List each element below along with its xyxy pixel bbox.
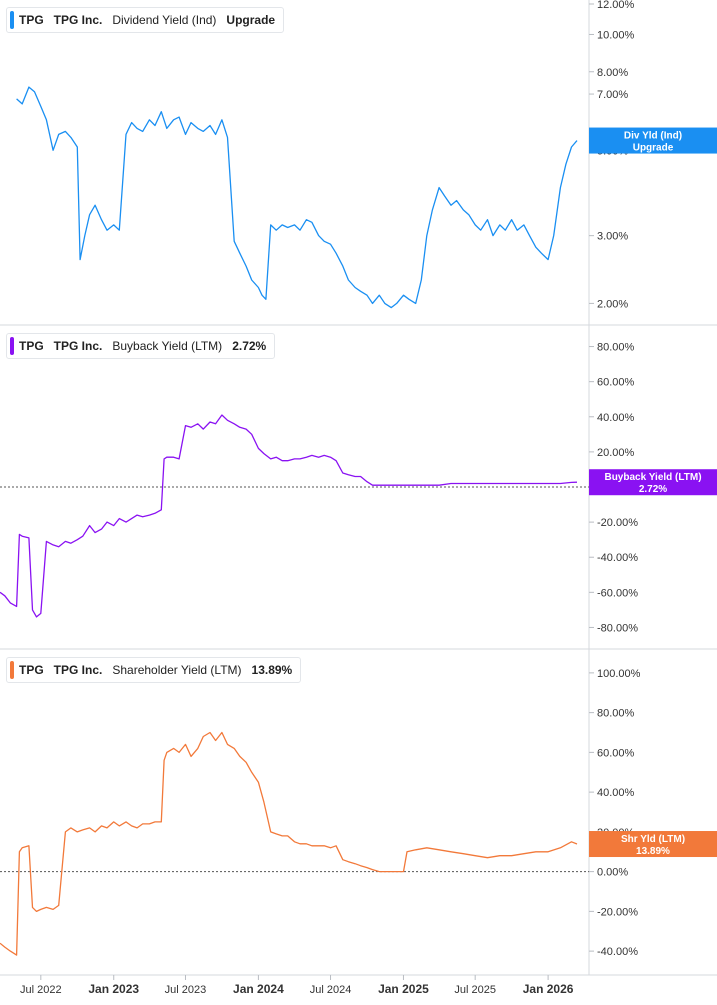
y-tick-label: 40.00% (597, 787, 635, 799)
y-tick-label: 40.00% (597, 412, 635, 424)
last-value-tag (589, 127, 717, 154)
legend-shareholder[interactable]: TPG TPG Inc. Shareholder Yield (LTM) 13.… (6, 657, 302, 683)
last-value-tag-label: Shr Yld (LTM) (621, 834, 685, 845)
y-tick-label: -20.00% (597, 517, 638, 529)
legend-company: TPG Inc. (53, 663, 103, 677)
legend-buyback[interactable]: TPG TPG Inc. Buyback Yield (LTM) 2.72% (6, 333, 276, 359)
y-tick-label: -60.00% (597, 587, 638, 599)
last-value-tag-value: 13.89% (636, 846, 670, 857)
legend-ticker: TPG (19, 663, 44, 677)
y-tick-label: 60.00% (597, 747, 635, 759)
last-value-tag-value: Upgrade (633, 143, 674, 154)
y-tick-label: 10.00% (597, 29, 635, 41)
legend-value: 13.89% (251, 663, 293, 677)
x-tick-label: Jan 2025 (378, 982, 429, 996)
series-line (16, 86, 578, 309)
last-value-tag (589, 469, 717, 496)
last-value-tag-label: Div Yld (Ind) (624, 131, 682, 142)
x-tick-label: Jan 2023 (88, 982, 139, 996)
legend-dividend-swatch (10, 11, 14, 29)
legend-value[interactable]: Upgrade (226, 13, 276, 27)
y-tick-label: 0.00% (597, 867, 628, 879)
y-tick-label: 3.00% (597, 231, 628, 243)
y-tick-label: 100.00% (597, 668, 641, 680)
x-tick-label: Jan 2026 (523, 982, 574, 996)
legend-value: 2.72% (232, 339, 267, 353)
y-tick-label: 80.00% (597, 708, 635, 720)
legend-ticker: TPG (19, 339, 44, 353)
legend-company: TPG Inc. (53, 13, 103, 27)
y-tick-label: 8.00% (597, 67, 628, 79)
y-tick-label: 12.00% (597, 0, 635, 11)
y-tick-label: 7.00% (597, 89, 628, 101)
last-value-tag-value: 2.72% (639, 484, 667, 495)
y-tick-label: 20.00% (597, 447, 635, 459)
legend-ticker: TPG (19, 13, 44, 27)
legend-metric: Buyback Yield (LTM) (112, 339, 223, 353)
y-tick-label: -40.00% (597, 552, 638, 564)
x-tick-label: Jul 2024 (310, 984, 352, 996)
y-tick-label: -80.00% (597, 622, 638, 634)
x-tick-label: Jul 2022 (20, 984, 62, 996)
legend-shareholder-swatch (10, 661, 14, 679)
legend-metric: Shareholder Yield (LTM) (112, 663, 242, 677)
last-value-tag-label: Buyback Yield (LTM) (604, 472, 701, 483)
x-tick-label: Jan 2024 (233, 982, 284, 996)
legend-company: TPG Inc. (53, 339, 103, 353)
legend-metric: Dividend Yield (Ind) (112, 13, 217, 27)
y-tick-label: -40.00% (597, 946, 638, 958)
last-value-tag (589, 831, 717, 858)
y-tick-label: 60.00% (597, 377, 635, 389)
legend-buyback-swatch (10, 337, 14, 355)
y-tick-label: 80.00% (597, 342, 635, 354)
series-line (0, 731, 578, 956)
series-line (0, 414, 578, 618)
y-tick-label: -20.00% (597, 906, 638, 918)
x-tick-label: Jul 2023 (165, 984, 207, 996)
x-tick-label: Jul 2025 (454, 984, 496, 996)
y-tick-label: 2.00% (597, 298, 628, 310)
legend-dividend[interactable]: TPG TPG Inc. Dividend Yield (Ind) Upgrad… (6, 7, 285, 33)
